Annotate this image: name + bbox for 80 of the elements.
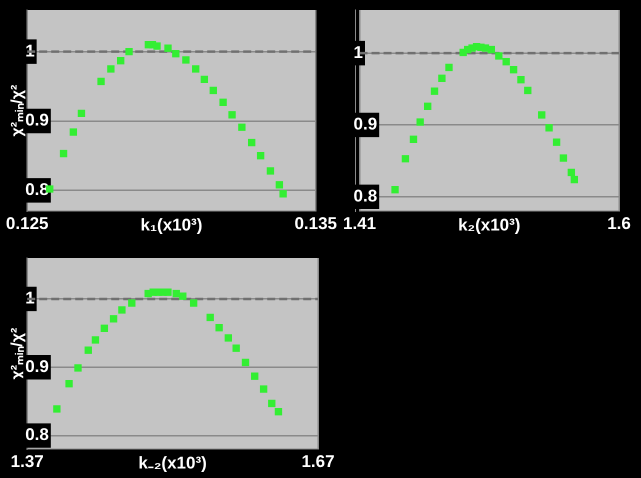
point [117, 56, 124, 64]
point [210, 86, 217, 94]
point [74, 364, 82, 372]
point [545, 124, 553, 132]
point [430, 88, 438, 95]
point [248, 138, 256, 146]
x-tick-label: 0.125 [6, 214, 48, 234]
point [538, 111, 546, 119]
point [65, 380, 73, 388]
point [424, 102, 432, 110]
y-tick-label: 0.8 [354, 186, 378, 206]
point [517, 76, 525, 84]
point [268, 400, 276, 408]
x-axis-title: k₁(x10³) [140, 215, 202, 234]
point [438, 74, 446, 82]
point [110, 315, 118, 322]
point [128, 299, 136, 307]
point [172, 290, 180, 298]
point [251, 372, 258, 380]
point [70, 128, 78, 136]
point [266, 167, 274, 175]
point [164, 288, 172, 296]
point [100, 324, 108, 332]
point [242, 358, 250, 366]
x-axis-title: k₂(x10³) [458, 215, 520, 234]
point [232, 344, 240, 352]
point [228, 111, 236, 118]
point [502, 58, 510, 66]
point [92, 336, 100, 344]
point [552, 138, 560, 146]
point [200, 76, 208, 84]
x-tick-label: 1.37 [10, 452, 44, 472]
point [206, 314, 214, 322]
point [192, 65, 200, 73]
y-tick-label: 0.9 [25, 356, 49, 376]
y-axis-title: χ²ₘᵢₙ/χ² [9, 84, 26, 136]
point [125, 48, 133, 56]
point [445, 64, 453, 72]
point [190, 299, 198, 307]
point [224, 334, 232, 342]
point [60, 150, 68, 158]
point [164, 44, 172, 52]
x-tick-label: 1.41 [342, 214, 376, 234]
y-tick-label: 0.9 [354, 114, 378, 134]
point [238, 124, 246, 131]
point [179, 292, 186, 300]
point [560, 154, 568, 162]
point [276, 181, 284, 189]
point [215, 324, 223, 332]
point [256, 152, 264, 160]
point [53, 405, 61, 413]
x-tick-label: 0.135 [294, 214, 338, 234]
point [568, 168, 576, 176]
point [391, 186, 399, 194]
point [410, 136, 418, 144]
point [107, 65, 115, 73]
point [416, 118, 424, 126]
point [260, 385, 268, 393]
point [182, 56, 190, 64]
point [172, 50, 180, 58]
point [219, 98, 227, 106]
y-tick-label: 0.9 [25, 110, 49, 130]
y-tick-label: 1 [354, 42, 364, 62]
point [153, 42, 161, 50]
y-tick-label: 0.8 [25, 425, 49, 444]
point [118, 306, 126, 314]
point [84, 346, 92, 354]
point [495, 52, 503, 60]
point [279, 190, 287, 198]
point [510, 66, 518, 74]
point [488, 46, 495, 54]
point [402, 155, 410, 162]
point [524, 86, 532, 94]
point [570, 176, 578, 184]
point [97, 78, 105, 86]
point [274, 408, 282, 416]
x-axis-title: k₋₂(x10³) [138, 453, 207, 472]
x-tick-label: 1.6 [607, 214, 631, 234]
x-tick-label: 1.67 [301, 452, 335, 472]
point [78, 110, 86, 118]
